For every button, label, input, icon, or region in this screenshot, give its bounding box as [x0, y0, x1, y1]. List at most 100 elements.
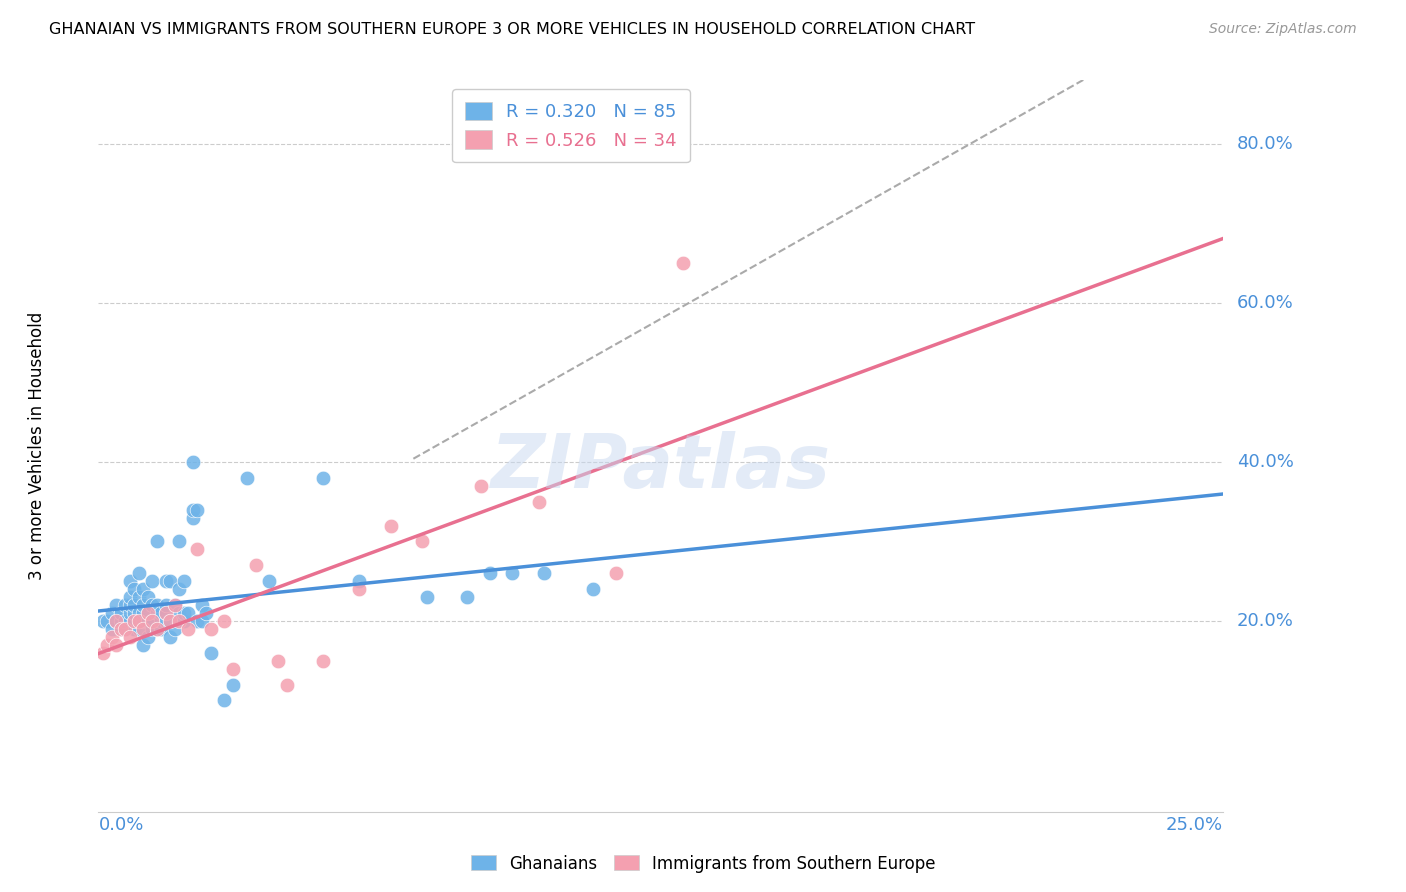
Point: [110, 606, 132, 620]
Text: 40.0%: 40.0%: [1237, 453, 1294, 471]
Point: [159, 574, 181, 589]
Point: [124, 622, 146, 636]
Point: [128, 566, 150, 581]
Point: [312, 654, 335, 668]
Point: [124, 582, 146, 596]
Point: [173, 574, 195, 589]
Point: [155, 614, 177, 628]
Point: [411, 534, 433, 549]
Point: [173, 614, 195, 628]
Point: [114, 614, 136, 628]
Point: [163, 598, 186, 612]
Point: [169, 534, 191, 549]
Point: [146, 598, 169, 612]
Point: [96, 614, 118, 628]
Point: [141, 622, 163, 636]
Point: [259, 574, 281, 589]
Point: [132, 614, 155, 628]
Point: [128, 590, 150, 604]
Point: [186, 614, 208, 628]
Point: [110, 614, 132, 628]
Point: [163, 622, 186, 636]
Point: [136, 606, 159, 620]
Point: [155, 606, 177, 620]
Point: [150, 614, 173, 628]
Point: [155, 574, 177, 589]
Point: [163, 598, 186, 612]
Legend: Ghanaians, Immigrants from Southern Europe: Ghanaians, Immigrants from Southern Euro…: [464, 848, 942, 880]
Point: [416, 590, 439, 604]
Point: [136, 630, 159, 644]
Point: [150, 606, 173, 620]
Point: [124, 598, 146, 612]
Point: [159, 614, 181, 628]
Point: [245, 558, 267, 573]
Point: [214, 614, 236, 628]
Point: [222, 662, 245, 676]
Point: [110, 606, 132, 620]
Point: [136, 614, 159, 628]
Point: [118, 598, 141, 612]
Point: [118, 574, 141, 589]
Point: [181, 510, 204, 524]
Point: [173, 606, 195, 620]
Point: [124, 614, 146, 628]
Point: [146, 606, 169, 620]
Point: [169, 582, 191, 596]
Point: [169, 606, 191, 620]
Point: [155, 606, 177, 620]
Point: [105, 598, 128, 612]
Point: [132, 598, 155, 612]
Point: [132, 606, 155, 620]
Point: [91, 614, 114, 628]
Point: [672, 256, 695, 270]
Point: [169, 614, 191, 628]
Point: [380, 518, 402, 533]
Point: [236, 471, 259, 485]
Point: [128, 614, 150, 628]
Point: [191, 614, 214, 628]
Point: [141, 574, 163, 589]
Point: [118, 614, 141, 628]
Point: [91, 646, 114, 660]
Point: [114, 622, 136, 636]
Point: [312, 471, 335, 485]
Point: [155, 598, 177, 612]
Text: GHANAIAN VS IMMIGRANTS FROM SOUTHERN EUROPE 3 OR MORE VEHICLES IN HOUSEHOLD CORR: GHANAIAN VS IMMIGRANTS FROM SOUTHERN EUR…: [49, 22, 976, 37]
Point: [582, 582, 605, 596]
Text: 80.0%: 80.0%: [1237, 135, 1294, 153]
Point: [124, 606, 146, 620]
Point: [118, 606, 141, 620]
Point: [349, 582, 371, 596]
Point: [128, 614, 150, 628]
Point: [132, 638, 155, 652]
Point: [159, 630, 181, 644]
Point: [200, 646, 222, 660]
Point: [141, 598, 163, 612]
Point: [529, 494, 551, 508]
Text: 25.0%: 25.0%: [1166, 816, 1223, 835]
Point: [501, 566, 523, 581]
Point: [470, 479, 492, 493]
Point: [118, 590, 141, 604]
Text: 20.0%: 20.0%: [1237, 612, 1294, 630]
Point: [222, 677, 245, 691]
Point: [136, 590, 159, 604]
Point: [186, 502, 208, 516]
Point: [181, 455, 204, 469]
Point: [159, 614, 181, 628]
Point: [349, 574, 371, 589]
Point: [110, 622, 132, 636]
Point: [191, 598, 214, 612]
Point: [132, 582, 155, 596]
Point: [114, 598, 136, 612]
Text: Source: ZipAtlas.com: Source: ZipAtlas.com: [1209, 22, 1357, 37]
Point: [110, 622, 132, 636]
Point: [195, 606, 218, 620]
Point: [101, 630, 124, 644]
Text: 60.0%: 60.0%: [1237, 293, 1294, 312]
Point: [276, 677, 298, 691]
Text: ZIPatlas: ZIPatlas: [491, 432, 831, 505]
Legend: R = 0.320   N = 85, R = 0.526   N = 34: R = 0.320 N = 85, R = 0.526 N = 34: [453, 89, 689, 162]
Point: [128, 606, 150, 620]
